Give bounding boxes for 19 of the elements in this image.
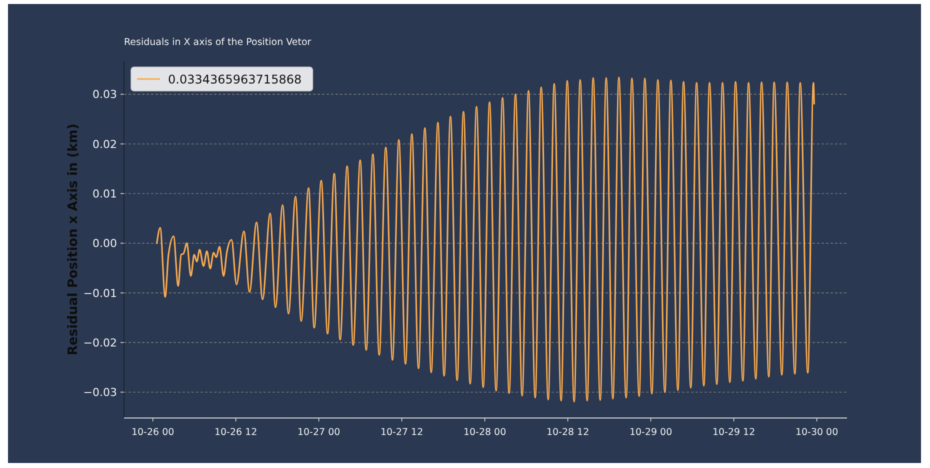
y-tick-label: 0.02 <box>92 138 117 151</box>
y-tick-label: −0.03 <box>83 386 117 400</box>
y-tick-label: 0.01 <box>92 188 117 201</box>
chart-title: Residuals in X axis of the Position Vetor <box>124 37 312 48</box>
x-tick-label: 10-29 12 <box>712 427 756 438</box>
x-tick-label: 10-28 00 <box>463 427 506 438</box>
y-axis-title: Residual Position x Axis in (km) <box>66 124 81 356</box>
x-tick-label: 10-27 12 <box>380 427 424 438</box>
x-tick-label: 10-26 12 <box>214 427 258 438</box>
y-tick-label: −0.01 <box>83 286 117 300</box>
x-tick-label: 10-28 12 <box>546 427 590 438</box>
x-tick-label: 10-26 00 <box>131 427 174 438</box>
legend-label: 0.0334365963715868 <box>168 72 302 86</box>
y-tick-label: 0.00 <box>92 237 117 250</box>
x-tick-label: 10-29 00 <box>629 427 672 438</box>
x-tick-label: 10-27 00 <box>297 427 340 438</box>
y-tick-label: 0.03 <box>92 88 117 102</box>
x-tick-label: 10-30 00 <box>795 427 838 438</box>
y-tick-label: −0.02 <box>83 336 117 350</box>
